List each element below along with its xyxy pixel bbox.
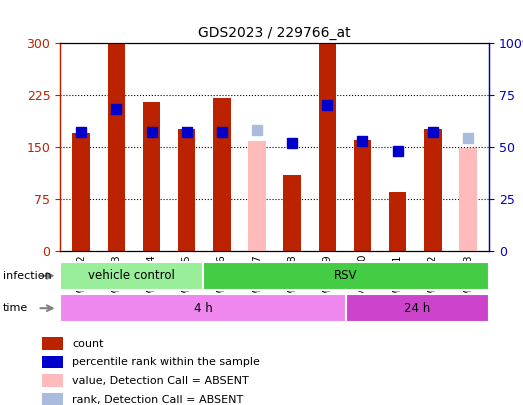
Text: rank, Detection Call = ABSENT: rank, Detection Call = ABSENT <box>72 395 244 405</box>
Text: time: time <box>3 303 28 313</box>
Bar <box>203 262 489 290</box>
Text: 24 h: 24 h <box>404 302 430 315</box>
Title: GDS2023 / 229766_at: GDS2023 / 229766_at <box>198 26 351 40</box>
Bar <box>346 294 489 322</box>
Bar <box>42 337 63 350</box>
Bar <box>248 141 266 251</box>
Text: RSV: RSV <box>334 269 358 282</box>
Bar <box>213 98 231 251</box>
Text: count: count <box>72 339 104 349</box>
Text: value, Detection Call = ABSENT: value, Detection Call = ABSENT <box>72 376 249 386</box>
Bar <box>389 192 406 251</box>
Bar <box>143 102 161 251</box>
Bar <box>319 43 336 251</box>
Bar <box>424 130 441 251</box>
Bar <box>42 374 63 387</box>
Bar <box>283 175 301 251</box>
Text: 4 h: 4 h <box>194 302 212 315</box>
Text: infection: infection <box>3 271 51 281</box>
Bar <box>60 294 346 322</box>
Bar <box>459 148 476 251</box>
Bar <box>108 43 125 251</box>
Bar <box>354 140 371 251</box>
Text: vehicle control: vehicle control <box>88 269 175 282</box>
Bar <box>42 356 63 368</box>
Bar <box>60 262 203 290</box>
Bar <box>73 133 90 251</box>
Bar <box>178 130 196 251</box>
Text: percentile rank within the sample: percentile rank within the sample <box>72 357 260 367</box>
Bar <box>42 393 63 405</box>
